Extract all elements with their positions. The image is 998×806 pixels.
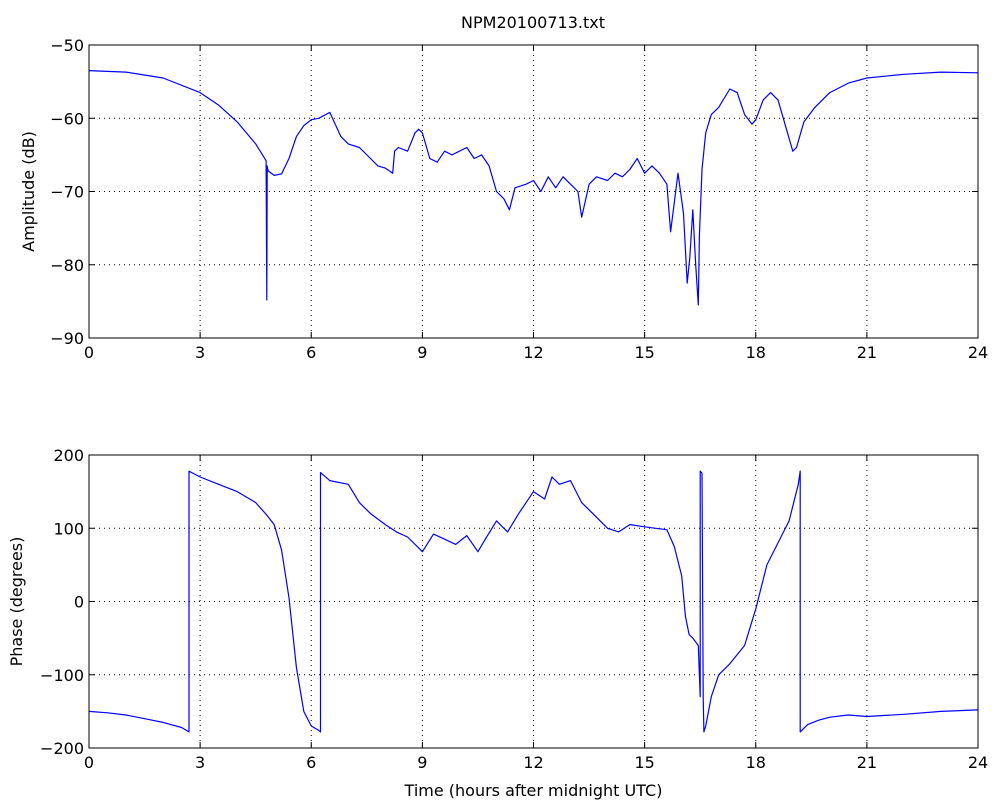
phase-x-axis-label: Time (hours after midnight UTC) — [404, 781, 663, 800]
amplitude-y-tick-label: −80 — [50, 256, 84, 275]
phase-gridlines — [89, 455, 978, 748]
phase-x-tick-label: 0 — [84, 753, 94, 772]
chart-title: NPM20100713.txt — [461, 13, 605, 32]
amplitude-x-tick-label: 0 — [84, 343, 94, 362]
phase-x-tick-label: 15 — [634, 753, 654, 772]
phase-x-tick-label: 9 — [417, 753, 427, 772]
amplitude-y-tick-label: −90 — [50, 329, 84, 348]
phase-series — [88, 470, 979, 733]
amplitude-x-tick-label: 3 — [195, 343, 205, 362]
amplitude-x-tick-label: 24 — [968, 343, 988, 362]
phase-y-tick-label: 100 — [53, 519, 84, 538]
amplitude-x-tick-label: 9 — [417, 343, 427, 362]
amplitude-y-tick-label: −60 — [50, 109, 84, 128]
phase-x-tick-label: 6 — [306, 753, 316, 772]
phase-x-tick-label: 18 — [746, 753, 766, 772]
amplitude-x-tick-label: 12 — [523, 343, 543, 362]
amplitude-x-tick-label: 21 — [857, 343, 877, 362]
phase-x-tick-label: 12 — [523, 753, 543, 772]
amplitude-panel: 0 3 6 9 12 15 18 21 24 −90 −80 −70 −60 −50 Amplitude … — [19, 36, 988, 362]
phase-y-tick-label: 0 — [74, 593, 84, 612]
amplitude-y-axis-label: Amplitude (dB) — [19, 131, 38, 252]
phase-x-tick-label: 3 — [195, 753, 205, 772]
phase-x-tick-label: 21 — [857, 753, 877, 772]
phase-y-axis-label: Phase (degrees) — [7, 537, 26, 667]
phase-series-line — [88, 470, 979, 733]
amplitude-series-line — [88, 70, 979, 306]
phase-ticks: 0 3 6 9 12 15 18 21 24 −200 −100 0 100 200 — [40, 446, 988, 772]
amplitude-x-tick-label: 15 — [634, 343, 654, 362]
amplitude-ticks: 0 3 6 9 12 15 18 21 24 −90 −80 −70 −60 −50 — [50, 36, 988, 362]
amplitude-gridlines — [89, 45, 978, 338]
amplitude-x-tick-label: 18 — [746, 343, 766, 362]
amplitude-series — [88, 70, 979, 306]
phase-y-tick-label: −100 — [40, 666, 84, 685]
phase-panel: 0 3 6 9 12 15 18 21 24 −200 −100 0 100 200 Phase (deg… — [7, 446, 988, 800]
phase-x-tick-label: 24 — [968, 753, 988, 772]
phase-y-tick-label: 200 — [53, 446, 84, 465]
amplitude-x-tick-label: 6 — [306, 343, 316, 362]
amplitude-y-tick-label: −70 — [50, 183, 84, 202]
phase-y-tick-label: −200 — [40, 739, 84, 758]
amplitude-y-tick-label: −50 — [50, 36, 84, 55]
